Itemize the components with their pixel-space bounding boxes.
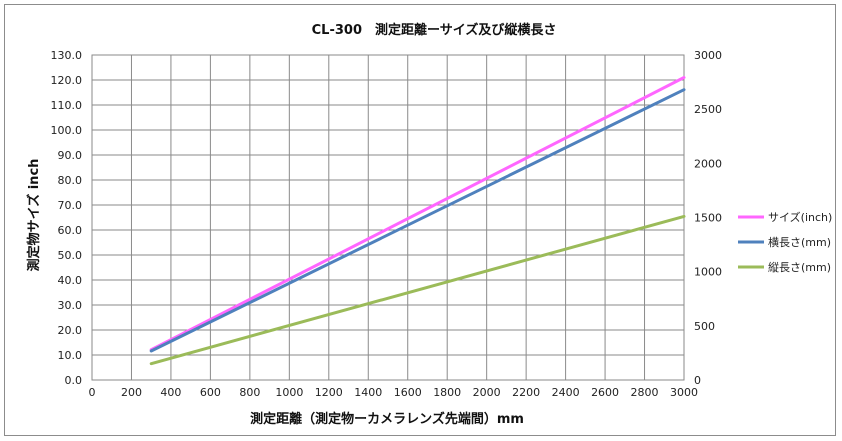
x-tick-label: 600 bbox=[200, 386, 221, 399]
y-left-tick-label: 60.0 bbox=[58, 224, 83, 237]
y-left-tick-label: 0.0 bbox=[65, 374, 83, 387]
x-tick-label: 1400 bbox=[354, 386, 382, 399]
legend-label: 縦長さ(mm) bbox=[768, 261, 831, 274]
y-axis-label: 測定物サイズ inch bbox=[26, 159, 42, 272]
x-tick-label: 1600 bbox=[394, 386, 422, 399]
y-left-tick-label: 20.0 bbox=[58, 324, 83, 337]
x-axis-label: 測定距離（測定物ーカメラレンズ先端間）mm bbox=[250, 411, 524, 427]
y-left-tick-label: 130.0 bbox=[51, 49, 83, 62]
y-right-tick-label: 2000 bbox=[694, 157, 722, 170]
y-left-tick-label: 10.0 bbox=[58, 349, 83, 362]
x-tick-label: 0 bbox=[89, 386, 96, 399]
x-tick-label: 2400 bbox=[552, 386, 580, 399]
y-right-tick-label: 1000 bbox=[694, 266, 722, 279]
y-left-tick-label: 30.0 bbox=[58, 299, 83, 312]
y-left-tick-labels: 0.0 10.0 20.0 30.0 40.0 50.0 60.0 70.0 80.0 90.0 1… bbox=[51, 49, 83, 387]
x-tick-label: 2200 bbox=[512, 386, 540, 399]
series-line-1 bbox=[149, 76, 686, 352]
y-right-tick-label: 1500 bbox=[694, 212, 722, 225]
y-right-tick-label: 3000 bbox=[694, 49, 722, 62]
y-right-tick-label: 500 bbox=[694, 320, 715, 333]
series-line-2 bbox=[149, 88, 686, 353]
x-tick-label: 1200 bbox=[315, 386, 343, 399]
y-left-tick-label: 90.0 bbox=[58, 149, 83, 162]
x-tick-label: 3000 bbox=[670, 386, 698, 399]
x-tick-label: 200 bbox=[121, 386, 142, 399]
x-tick-label: 1000 bbox=[275, 386, 303, 399]
y-left-tick-label: 110.0 bbox=[51, 99, 83, 112]
y-right-tick-label: 2500 bbox=[694, 103, 722, 116]
series-line-3 bbox=[149, 214, 686, 366]
x-tick-label: 1800 bbox=[433, 386, 461, 399]
chart-title: CL-300 測定距離ーサイズ及び縦横長さ bbox=[312, 22, 557, 38]
legend: サイズ(inch) 横長さ(mm) 縦長さ(mm) bbox=[738, 210, 832, 274]
y-left-tick-label: 120.0 bbox=[51, 74, 83, 87]
x-tick-label: 2800 bbox=[631, 386, 659, 399]
y-right-tick-labels: 0 500 1000 1500 2000 2500 3000 bbox=[694, 49, 722, 387]
legend-label: 横長さ(mm) bbox=[768, 235, 831, 249]
x-tick-label: 800 bbox=[239, 386, 260, 399]
x-tick-labels: 0 200 400 600 800 1000 1200 1400 1600 1800 2000 220… bbox=[89, 386, 699, 399]
y-left-tick-label: 40.0 bbox=[58, 274, 83, 287]
y-left-tick-label: 50.0 bbox=[58, 249, 83, 262]
y-left-tick-label: 70.0 bbox=[58, 199, 83, 212]
plot-area bbox=[91, 54, 685, 381]
series-lines bbox=[149, 76, 686, 366]
legend-label: サイズ(inch) bbox=[768, 210, 832, 224]
y-right-tick-label: 0 bbox=[694, 374, 701, 387]
x-tick-label: 2000 bbox=[473, 386, 501, 399]
x-tick-label: 400 bbox=[160, 386, 181, 399]
x-tick-label: 2600 bbox=[591, 386, 619, 399]
y-left-tick-label: 80.0 bbox=[58, 174, 83, 187]
y-left-tick-label: 100.0 bbox=[51, 124, 83, 137]
grid bbox=[91, 54, 685, 381]
